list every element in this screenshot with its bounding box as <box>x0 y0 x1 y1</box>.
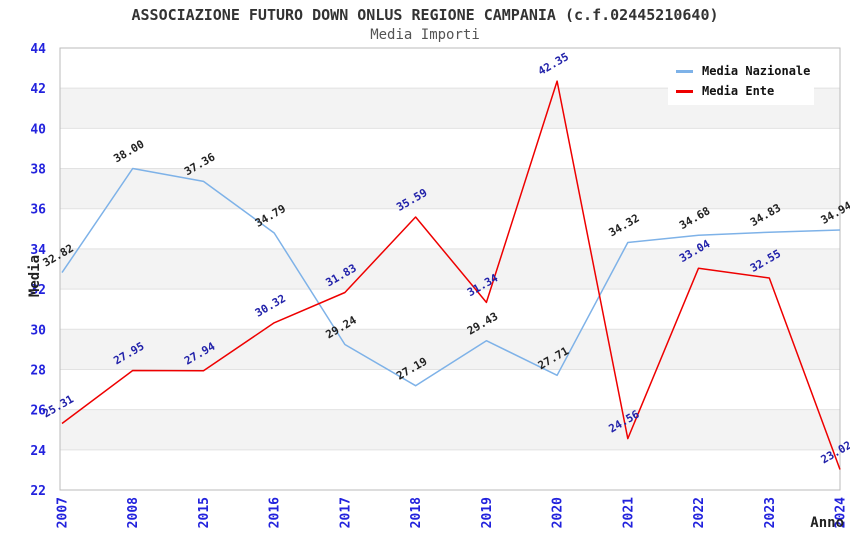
legend: Media Nazionale Media Ente <box>668 57 814 105</box>
legend-item-media-ente: Media Ente <box>676 81 814 101</box>
data-label: 38.00 <box>111 138 146 166</box>
x-tick-label: 2007 <box>56 497 71 528</box>
x-tick-label: 2024 <box>834 497 849 528</box>
y-tick-label: 30 <box>30 323 46 338</box>
y-tick-label: 32 <box>30 283 46 298</box>
plot-border <box>59 47 841 491</box>
x-tick-label: 2015 <box>197 497 212 528</box>
y-tick-label: 34 <box>30 243 46 258</box>
series-line-media-ente <box>61 80 841 470</box>
legend-label: Media Nazionale <box>702 64 811 78</box>
x-tick-label: 2022 <box>692 497 707 528</box>
line-swatch-icon <box>676 89 693 93</box>
y-tick-label: 44 <box>30 42 46 57</box>
grid-band <box>60 248 840 290</box>
y-axis-title: Media <box>27 254 44 298</box>
x-tick-label: 2017 <box>338 497 353 528</box>
y-tick-label: 28 <box>30 363 46 378</box>
grid-band <box>60 329 840 370</box>
x-tick-label: 2020 <box>551 497 566 528</box>
y-tick-label: 36 <box>30 203 46 218</box>
chart-title: ASSOCIAZIONE FUTURO DOWN ONLUS REGIONE C… <box>131 6 719 24</box>
x-tick-label: 2023 <box>763 497 778 528</box>
x-tick-label: 2016 <box>268 497 283 528</box>
grid-band <box>60 168 840 209</box>
series-line-media-nazionale <box>61 167 841 387</box>
line-swatch-icon <box>676 69 693 73</box>
legend-item-media-nazionale: Media Nazionale <box>676 61 814 81</box>
y-tick-label: 40 <box>30 122 46 137</box>
x-tick-label: 2021 <box>621 497 636 528</box>
x-tick-label: 2008 <box>126 497 141 528</box>
legend-label: Media Ente <box>702 84 775 98</box>
y-tick-label: 22 <box>30 484 46 499</box>
chart-subtitle: Media Importi <box>370 27 480 43</box>
x-tick-label: 2018 <box>409 497 424 528</box>
x-axis-title: Anno <box>810 515 844 531</box>
data-label: 34.32 <box>606 212 641 240</box>
y-tick-label: 26 <box>30 404 46 419</box>
data-label: 42.35 <box>536 50 571 78</box>
data-label: 30.32 <box>253 292 288 320</box>
y-tick-label: 24 <box>30 444 46 459</box>
y-tick-label: 42 <box>30 82 46 97</box>
grid-band <box>60 409 840 450</box>
y-tick-label: 38 <box>30 163 46 178</box>
x-tick-label: 2019 <box>480 497 495 528</box>
